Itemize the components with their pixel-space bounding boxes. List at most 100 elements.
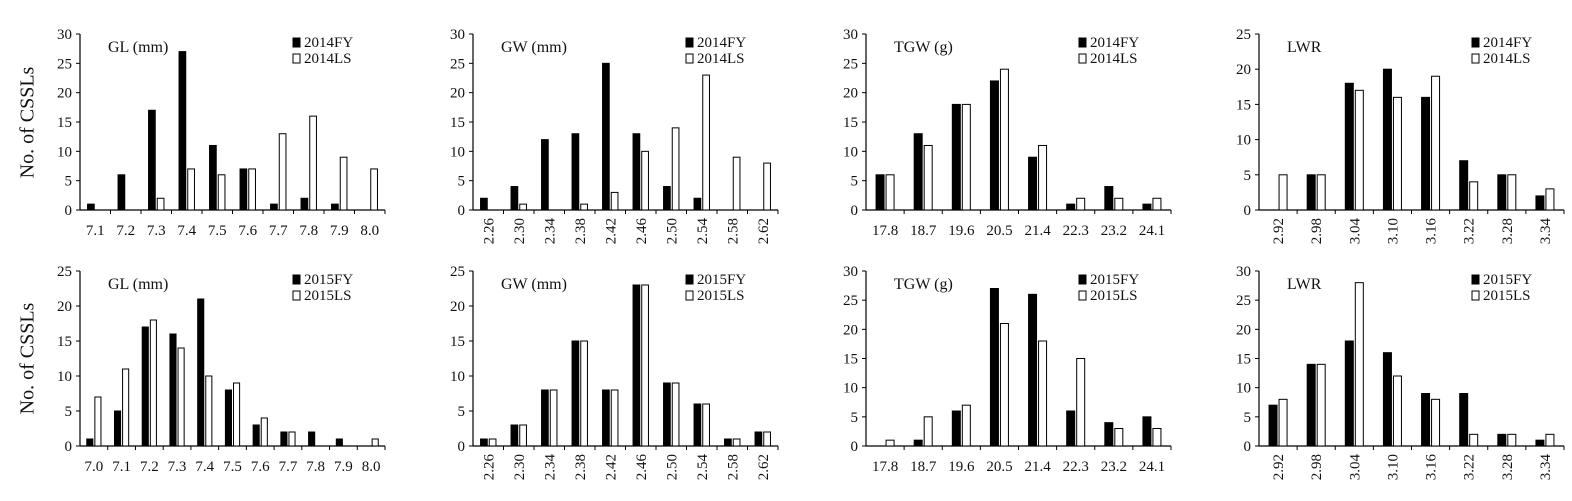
legend-swatch [685,290,694,301]
bar-series-2 [549,389,558,447]
panel-title: GW (mm) [501,276,567,293]
bar-series-1 [1104,186,1114,211]
bar-series-1 [169,333,177,447]
bar-series-2 [641,150,649,211]
x-tick-label: 3.10 [1385,454,1401,480]
y-tick-label: 25 [843,293,858,309]
x-tick-label: 7.1 [112,459,131,475]
bar-series-2 [923,416,933,447]
panel-title: GL (mm) [108,276,168,293]
x-tick-label: 7.4 [177,223,196,239]
bar-series-1 [1421,393,1431,447]
y-tick-label: 20 [57,299,72,315]
x-tick-label: 24.1 [1139,223,1165,239]
bar-series-2 [1278,174,1288,211]
x-tick-label: 2.34 [542,454,558,481]
bar-series-1 [1497,433,1507,447]
x-tick-label: 20.5 [986,459,1012,475]
bar-series-1 [913,439,923,447]
x-tick-label: 2.42 [603,454,619,480]
bar-series-1 [270,203,278,211]
x-tick-label: 2.62 [756,454,772,480]
bar-series-1 [632,284,641,447]
y-tick-label: 15 [1236,97,1251,113]
bar-series-1 [300,197,309,211]
y-tick-label: 15 [450,334,465,350]
bar-series-1 [280,431,288,447]
y-tick-label: 10 [843,381,858,397]
bar-series-1 [335,438,343,447]
bar-series-1 [331,203,339,211]
bar-series-1 [663,186,671,211]
legend-label: 2014LS [1483,51,1531,67]
y-axis-label-bottom: No. of CSSLs [16,302,39,414]
x-tick-label: 2.92 [1271,218,1287,244]
legend-swatch [1078,274,1087,285]
bar-series-2 [1316,174,1326,211]
y-tick-label: 10 [57,369,72,385]
y-tick-label: 30 [57,27,72,43]
y-tick-label: 5 [851,174,859,190]
bar-series-1 [754,431,763,447]
x-tick-label: 2.54 [695,218,711,245]
bar-series-2 [248,168,256,211]
bar-series-1 [1421,96,1431,211]
bar-series-2 [156,197,165,211]
y-tick-label: 15 [1236,352,1251,368]
bar-series-2 [1354,89,1364,211]
y-tick-label: 15 [843,115,858,131]
bar-series-2 [177,347,185,447]
bar-series-1 [1268,404,1278,447]
bar-series-2 [370,168,378,211]
x-tick-label: 2.42 [603,218,619,244]
bar-series-1 [724,438,732,447]
x-tick-label: 3.04 [1347,218,1363,245]
bar-series-2 [1152,428,1162,447]
bar-series-2 [1469,433,1479,447]
legend-label: 2015LS [1090,288,1138,304]
x-tick-label: 7.8 [299,223,318,239]
y-tick-label: 5 [65,174,73,190]
x-tick-label: 19.6 [948,459,975,475]
bar-series-2 [1392,375,1402,447]
bar-series-2 [610,191,619,211]
bar-series-1 [1066,203,1076,211]
legend-swatch [1471,274,1480,285]
bar-series-1 [951,103,961,211]
bar-series-1 [1459,160,1469,211]
y-tick-label: 5 [1244,168,1252,184]
x-tick-label: 7.3 [147,223,166,239]
bar-series-1 [178,51,187,211]
bar-series-2 [278,133,287,211]
bar-series-2 [610,389,619,447]
y-tick-label: 5 [65,404,73,420]
bar-series-1 [197,298,205,447]
bar-series-1 [480,438,488,447]
bar-series-2 [309,115,317,211]
bar-series-2 [580,340,588,447]
chart-panel: 0 5 10 15 20 25 30 7.1 7.2 7.3 7.4 7.5 7.6 7.7 7.8 7.9 8… [57,27,386,239]
legend-label: 2014FY [697,35,746,51]
x-tick-label: 7.9 [334,459,353,475]
y-tick-label: 15 [57,115,72,131]
bar-series-2 [732,156,741,211]
y-tick-label: 20 [450,299,465,315]
x-tick-label: 2.54 [695,454,711,481]
bar-series-2 [519,203,527,211]
bar-series-2 [149,319,157,447]
legend-label: 2015LS [1483,288,1531,304]
bar-series-1 [602,62,610,211]
bar-series-1 [1344,82,1354,211]
bar-series-2 [885,439,895,447]
x-tick-label: 7.6 [251,459,270,475]
y-axis-label-top: No. of CSSLs [16,66,39,178]
y-tick-label: 20 [843,86,858,102]
panel-title: LWR [1287,276,1322,293]
chart-panel: 0 5 10 15 20 25 7.0 7.1 7.2 7.3 7.4 7.5 7.6 7.7 7.8 7.9… [57,264,386,475]
panel-title: GL (mm) [108,39,168,56]
bar-series-2 [732,438,741,447]
x-tick-label: 3.04 [1347,454,1363,481]
bar-series-2 [999,68,1009,211]
bar-series-1 [224,389,232,447]
